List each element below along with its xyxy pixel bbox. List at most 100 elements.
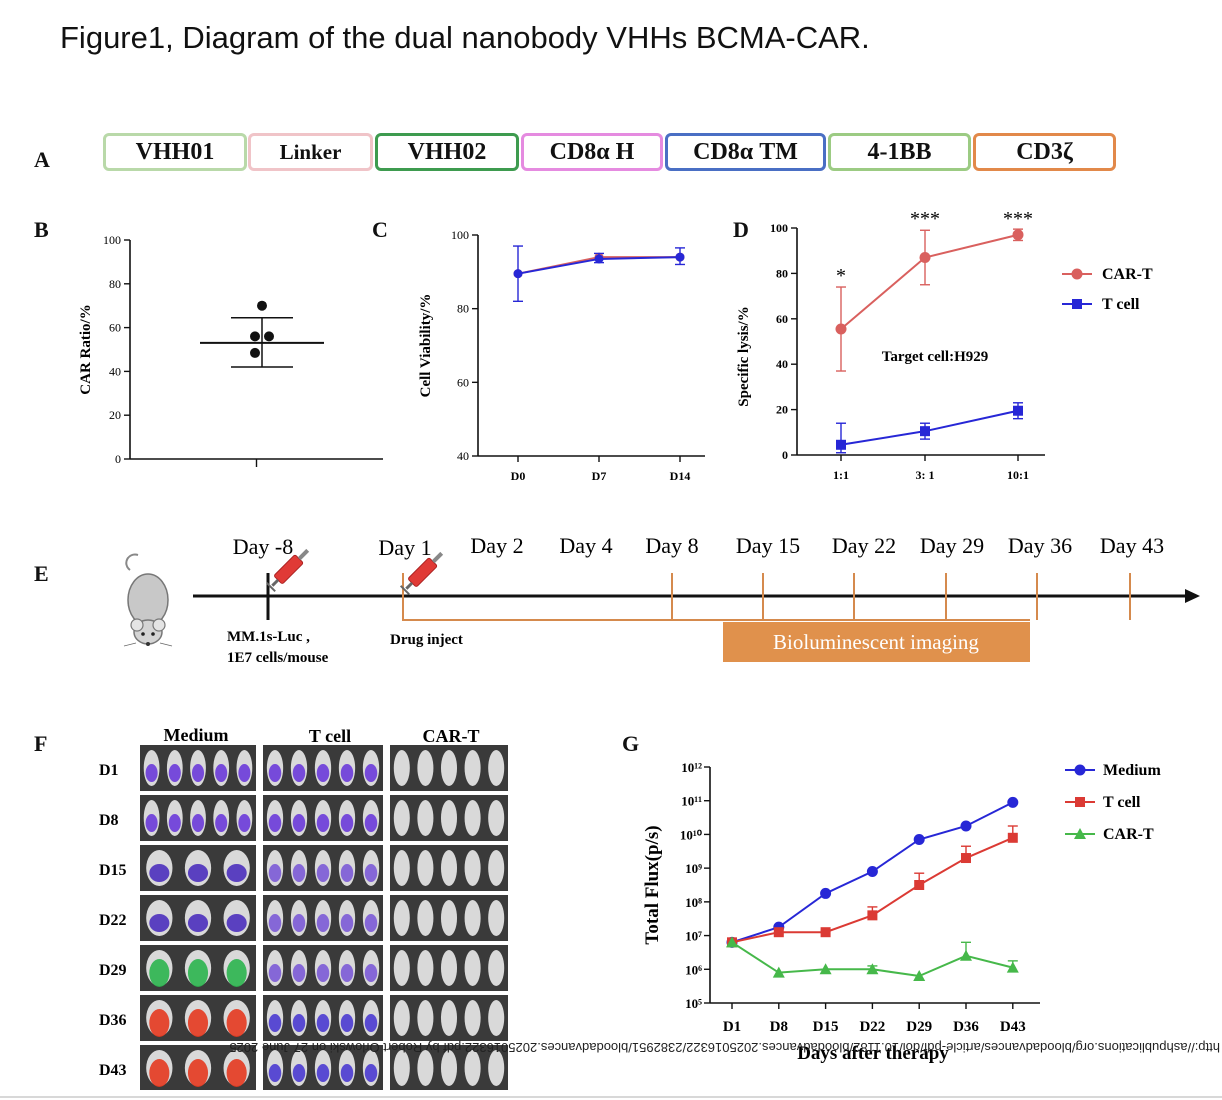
bioluminescence-signal (187, 1059, 209, 1087)
x-tick-label: D1 (723, 1019, 741, 1035)
bioluminescence-signal (268, 964, 282, 982)
data-point (594, 254, 604, 264)
legend-marker (1072, 299, 1082, 309)
y-tick-label: 100 (451, 228, 469, 242)
panel-letter-a: A (34, 147, 50, 172)
mouse-silhouette (417, 750, 434, 786)
y-tick-label: 10⁵ (685, 996, 702, 1011)
legend-label: T cell (1103, 794, 1141, 811)
chart-g: 10⁵ 10⁶ 10⁷ 10⁸ 10⁹ 10¹⁰ 10¹¹ 10¹² D1 D8 D15 D22 D29… (642, 760, 1161, 1064)
bioluminescence-signal (187, 864, 209, 882)
x-tick-label: D29 (906, 1019, 932, 1035)
y-tick-label: 0 (782, 448, 788, 462)
y-tick-label: 10⁹ (685, 861, 702, 876)
bioluminescence-signal (364, 814, 378, 832)
mouse-silhouette (464, 900, 481, 936)
mouse-silhouette (393, 950, 410, 986)
construct-cd8a-tm-label: CD8α TM (693, 138, 798, 165)
mouse-silhouette (440, 950, 458, 986)
imaging-row-label: D8 (99, 812, 119, 829)
timeline-day-label: Day 1 (378, 535, 431, 560)
data-point (867, 910, 878, 921)
data-point (920, 426, 930, 437)
bioluminescence-signal (340, 764, 354, 782)
construct-cd3z: CD3ζ (973, 133, 1116, 171)
bioluminescence-signal (316, 864, 330, 882)
timeline-day-label: Day 8 (645, 533, 698, 558)
bioluminescence-signal (215, 764, 228, 782)
mouse-silhouette (393, 900, 410, 936)
mouse-silhouette (488, 1000, 505, 1036)
mouse-silhouette (464, 850, 481, 886)
bioluminescence-signal (364, 864, 378, 882)
y-tick-label: 10⁶ (685, 962, 702, 977)
bioluminescence-signal (149, 864, 170, 882)
y-tick-label: 10⁷ (685, 929, 702, 944)
y-axis-label: Total Flux(p/s) (642, 825, 663, 944)
bioluminescence-signal (191, 814, 205, 832)
bioluminescence-signal (340, 914, 354, 932)
x-tick-label: D22 (859, 1019, 885, 1035)
data-point (819, 963, 832, 975)
data-point (250, 347, 260, 358)
mouse-silhouette (488, 900, 505, 936)
bioluminescence-signal (364, 1014, 378, 1032)
figure-title: Figure1, Diagram of the dual nanobody VH… (60, 20, 870, 55)
bioluminescence-signal (145, 764, 158, 782)
mouse-silhouette (417, 850, 434, 886)
bioluminescence-signal (316, 1064, 330, 1082)
bioluminescence-signal (316, 764, 330, 782)
timeline-day-label: Day 4 (559, 533, 612, 558)
data-point (836, 439, 846, 450)
imaging-col-cart: CAR-T (423, 726, 480, 746)
data-point (913, 970, 926, 982)
bioluminescence-signal (226, 914, 247, 932)
mouse-silhouette (464, 1000, 481, 1036)
significance-marker: *** (910, 208, 940, 230)
panel-letter-d: D (733, 217, 749, 242)
syringe-icon (265, 548, 310, 593)
bioluminescence-signal (292, 764, 306, 782)
mouse-silhouette (417, 1000, 434, 1036)
data-point (914, 880, 925, 890)
data-point (1013, 405, 1023, 416)
panel-letter-f: F (34, 731, 48, 756)
imaging-row-label: D22 (99, 912, 127, 929)
legend-label: CAR-T (1103, 826, 1154, 843)
construct-linker-label: Linker (279, 139, 342, 164)
panel-letter-g: G (622, 731, 640, 756)
bioluminescence-signal (168, 814, 181, 832)
legend-label: T cell (1102, 296, 1140, 313)
y-tick-label: 60 (776, 312, 788, 326)
mouse-silhouette (440, 1050, 458, 1086)
construct-vhh01-label: VHH01 (135, 138, 215, 165)
imaging-col-tcell: T cell (309, 726, 351, 746)
timeline: Day -8 Day 1 Day 2 Day 4 Day 8 Day 15 Da… (123, 533, 1200, 666)
bioluminescence-signal (292, 864, 306, 882)
construct-4-1bb: 4-1BB (828, 133, 971, 171)
imaging-grid: Medium T cell CAR-T D1 D8 D15 D22 D29 D36 D43 (99, 725, 508, 1090)
data-point (913, 833, 925, 845)
bioluminescence-signal (340, 1014, 354, 1032)
x-tick-label: 10:1 (1007, 468, 1029, 482)
timeline-day-label: Day 2 (470, 533, 523, 558)
x-tick-label: D14 (670, 469, 691, 483)
target-cell-annotation: Target cell:H929 (882, 349, 989, 365)
data-point (773, 927, 784, 938)
x-tick-label: D43 (1000, 1019, 1026, 1035)
bioluminescence-signal (340, 814, 354, 832)
imaging-col-medium: Medium (164, 725, 229, 745)
bioluminescence-signal (316, 964, 330, 982)
mouse-silhouette (417, 900, 434, 936)
dose-label: 1E7 cells/mouse (227, 650, 329, 666)
data-point (835, 323, 847, 335)
x-tick-label: D8 (770, 1019, 788, 1035)
bioluminescence-signal (168, 764, 181, 782)
bioluminescence-signal (226, 864, 247, 882)
construct-vhh02: VHH02 (375, 133, 519, 171)
bioluminescence-signal (364, 1064, 378, 1082)
y-tick-label: 10¹⁰ (680, 827, 703, 842)
bioluminescence-signal (292, 914, 306, 932)
y-axis-label: Specific lysis/% (736, 306, 752, 406)
bioluminescence-signal (191, 764, 205, 782)
